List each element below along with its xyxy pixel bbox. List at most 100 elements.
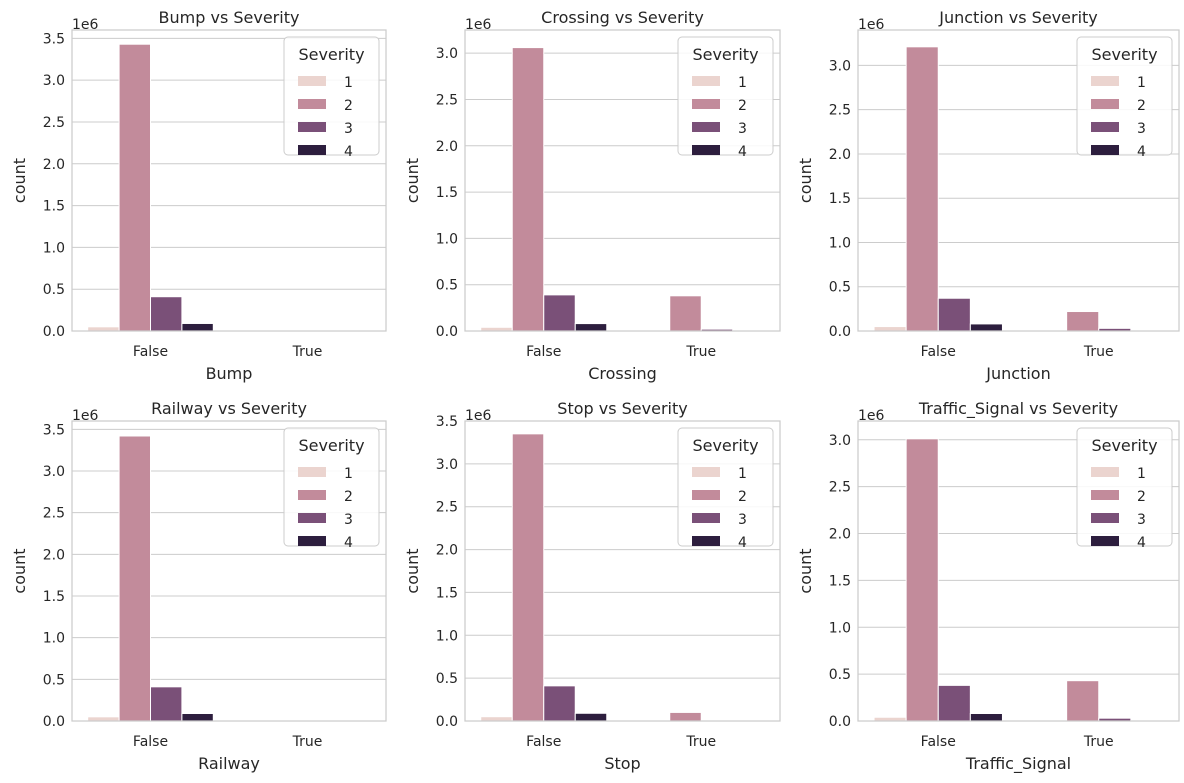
y-tick-label: 1.5 <box>829 573 851 589</box>
x-tick-label: True <box>1083 734 1114 750</box>
y-tick-label: 0.0 <box>436 714 458 730</box>
legend: Severity 1 2 3 4 <box>1076 427 1173 551</box>
x-tick-label: False <box>133 734 168 750</box>
legend-label: 3 <box>344 512 353 528</box>
y-tick-label: 0.0 <box>43 714 65 730</box>
legend-label: 1 <box>738 75 747 91</box>
y-tick-label: 3.0 <box>43 73 65 89</box>
bar <box>543 294 576 332</box>
y-tick-label: 0.0 <box>436 324 458 340</box>
y-tick-label: 3.0 <box>436 457 458 473</box>
y-tick-label: 2.5 <box>829 480 851 496</box>
legend-swatch <box>692 145 720 155</box>
x-axis-label: Stop <box>604 754 640 773</box>
legend-label: 3 <box>1137 121 1146 137</box>
axes-frame <box>71 420 387 722</box>
y-tick-label: 3.0 <box>829 58 851 74</box>
legend-label: 3 <box>344 121 353 137</box>
legend-label: 2 <box>344 98 353 114</box>
y-tick-label: 0.5 <box>436 671 458 687</box>
legend-label: 1 <box>1137 75 1146 91</box>
legend-swatch <box>692 122 720 132</box>
legend-swatch <box>692 76 720 86</box>
subplot-1: 0.0 0.5 1.0 1.5 2.0 2.5 3.0 3.5 False True Bump vs… <box>10 8 387 383</box>
y-tick-label: 3.0 <box>43 464 65 480</box>
chart-title: Crossing vs Severity <box>541 8 704 27</box>
x-tick-label: True <box>1083 344 1114 360</box>
legend-title: Severity <box>692 45 758 64</box>
bar <box>511 47 545 332</box>
axes-frame <box>71 29 387 332</box>
y-tick-label: 2.5 <box>829 103 851 119</box>
y-tick-label: 1.5 <box>829 191 851 207</box>
y-tick-label: 0.5 <box>829 667 851 683</box>
x-tick-label: True <box>292 344 323 360</box>
y-tick-label: 2.0 <box>436 543 458 559</box>
y-tick-label: 3.0 <box>436 46 458 62</box>
y-axis-label: count <box>796 158 815 203</box>
bar <box>480 716 513 722</box>
legend-swatch <box>298 145 326 155</box>
x-axis-label: Bump <box>206 364 253 383</box>
y-tick-label: 2.5 <box>43 506 65 522</box>
legend-label: 1 <box>344 75 353 91</box>
legend-swatch <box>692 513 720 523</box>
bar <box>150 686 183 722</box>
legend: Severity 1 2 3 4 <box>283 36 380 160</box>
y-axis-label: count <box>403 158 422 203</box>
y-tick-label: 0.5 <box>43 282 65 298</box>
legend-swatch <box>1091 513 1119 523</box>
legend-label: 1 <box>344 466 353 482</box>
subplot-4: 0.0 0.5 1.0 1.5 2.0 2.5 3.0 3.5 False True Railway… <box>10 399 387 773</box>
legend-swatch <box>298 122 326 132</box>
legend-label: 2 <box>738 98 747 114</box>
y-tick-label: 2.5 <box>436 92 458 108</box>
x-tick-label: False <box>526 344 561 360</box>
x-axis-label: Traffic_Signal <box>965 754 1071 774</box>
x-axis-label: Crossing <box>588 364 657 383</box>
axis-offset-label: 1e6 <box>72 17 99 33</box>
bar <box>969 323 1003 332</box>
legend-label: 3 <box>738 512 747 528</box>
y-tick-label: 3.5 <box>436 414 458 430</box>
legend-label: 2 <box>1137 489 1146 505</box>
subplot-5: 0.0 0.5 1.0 1.5 2.0 2.5 3.0 3.5 False True Stop vs… <box>403 399 781 773</box>
y-tick-label: 1.0 <box>43 631 65 647</box>
bar <box>150 296 183 332</box>
legend-swatch <box>1091 490 1119 500</box>
legend-swatch <box>1091 536 1119 546</box>
legend-label: 3 <box>1137 512 1146 528</box>
legend-swatch <box>1091 122 1119 132</box>
bar <box>1066 680 1100 722</box>
y-tick-label: 3.5 <box>43 31 65 47</box>
bar <box>574 712 608 722</box>
y-axis-label: count <box>796 548 815 593</box>
legend-title: Severity <box>1091 436 1157 455</box>
y-tick-label: 2.0 <box>829 147 851 163</box>
legend-label: 4 <box>344 535 353 551</box>
x-tick-label: False <box>526 734 561 750</box>
x-tick-label: True <box>685 734 716 750</box>
y-tick-label: 1.5 <box>436 585 458 601</box>
legend-label: 4 <box>1137 535 1146 551</box>
bar <box>511 433 545 722</box>
bar <box>937 684 971 722</box>
legend-title: Severity <box>1091 45 1157 64</box>
x-axis-label: Junction <box>985 364 1050 383</box>
legend: Severity 1 2 3 4 <box>677 427 774 551</box>
y-axis-label: count <box>10 548 29 593</box>
legend-label: 4 <box>738 144 747 160</box>
y-tick-label: 2.5 <box>436 500 458 516</box>
legend-swatch <box>1091 145 1119 155</box>
bar <box>543 685 576 722</box>
y-tick-label: 1.5 <box>43 589 65 605</box>
y-tick-label: 2.0 <box>43 157 65 173</box>
y-tick-label: 0.0 <box>829 714 851 730</box>
legend-label: 4 <box>1137 144 1146 160</box>
legend-swatch <box>298 536 326 546</box>
legend-swatch <box>298 490 326 500</box>
y-tick-label: 1.0 <box>43 240 65 256</box>
legend-title: Severity <box>692 436 758 455</box>
axis-offset-label: 1e6 <box>858 408 885 424</box>
legend-swatch <box>692 467 720 477</box>
